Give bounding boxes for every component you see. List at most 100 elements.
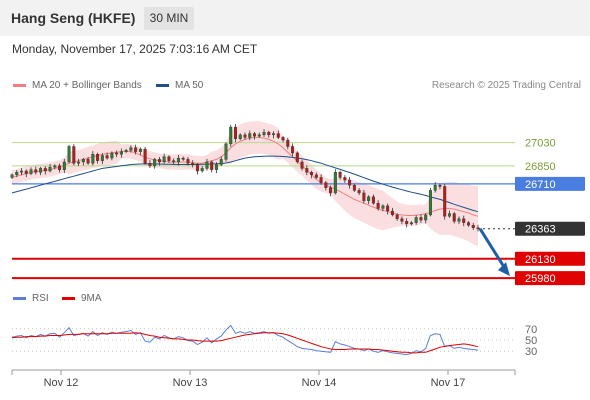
candle-body bbox=[338, 172, 342, 178]
candle-body bbox=[381, 205, 385, 209]
chart-datetime: Monday, November 17, 2025 7:03:16 AM CET bbox=[12, 42, 258, 56]
candle-body bbox=[24, 170, 28, 174]
rsi-line bbox=[11, 324, 479, 356]
candle-body bbox=[324, 182, 328, 188]
candle-body bbox=[243, 134, 247, 138]
candle-body bbox=[348, 179, 352, 186]
candle-body bbox=[58, 165, 62, 170]
level-tag-26710 bbox=[515, 176, 585, 191]
candle-body bbox=[29, 169, 33, 174]
candle-body bbox=[181, 157, 185, 160]
candle-body bbox=[81, 159, 85, 163]
candle-body bbox=[300, 161, 304, 169]
candle-body bbox=[272, 133, 276, 136]
header-bar: Hang Seng (HKFE) 30 MIN bbox=[0, 0, 590, 36]
candle-body bbox=[319, 177, 323, 183]
candle-body bbox=[286, 139, 290, 147]
candle-body bbox=[224, 143, 228, 160]
candle-body bbox=[195, 164, 199, 172]
candle-body bbox=[466, 222, 470, 226]
legend-ma50-swatch bbox=[156, 83, 169, 87]
candle-body bbox=[352, 184, 356, 191]
candle-body bbox=[115, 152, 119, 155]
candle-body bbox=[162, 156, 166, 163]
candle-body bbox=[414, 217, 418, 223]
legend-rsi-ma-label: 9MA bbox=[81, 293, 102, 304]
level-label-27030: 27030 bbox=[525, 138, 556, 150]
rsi-level-label-50: 50 bbox=[525, 335, 537, 347]
candle-body bbox=[400, 218, 404, 222]
rsi-level-label-70: 70 bbox=[525, 324, 537, 336]
candle-body bbox=[148, 163, 152, 167]
level-label-26850: 26850 bbox=[525, 161, 556, 173]
level-tag-26130 bbox=[515, 251, 585, 266]
candle-body bbox=[186, 159, 190, 164]
candle-body bbox=[15, 172, 19, 176]
candle-body bbox=[457, 218, 461, 222]
time-tick-label: Nov 13 bbox=[173, 377, 208, 389]
timeframe-button[interactable]: 30 MIN bbox=[144, 7, 194, 30]
candle-body bbox=[219, 159, 223, 165]
candle-body bbox=[10, 174, 14, 178]
candle-body bbox=[129, 147, 133, 151]
candle-body bbox=[362, 192, 366, 201]
candle-body bbox=[476, 227, 480, 229]
candle-body bbox=[310, 172, 314, 176]
candle-body bbox=[295, 152, 299, 163]
candle-body bbox=[238, 134, 242, 139]
candle-body bbox=[253, 133, 257, 137]
candle-body bbox=[371, 196, 375, 204]
level-tag-26363 bbox=[515, 221, 585, 236]
candle-body bbox=[419, 217, 423, 221]
legend-rsi-ma-swatch bbox=[62, 296, 75, 300]
level-label-26130: 26130 bbox=[525, 254, 556, 266]
level-label-26710: 26710 bbox=[525, 179, 556, 191]
bollinger-band-layer bbox=[12, 121, 478, 247]
candle-body bbox=[72, 146, 76, 164]
research-credit: Research © 2025 Trading Central bbox=[431, 80, 581, 91]
candle-body bbox=[67, 146, 71, 163]
candle-body bbox=[409, 222, 413, 225]
level-label-26363: 26363 bbox=[525, 224, 556, 236]
candle-body bbox=[248, 133, 252, 138]
candle-body bbox=[176, 157, 180, 163]
price-level-layer bbox=[12, 142, 515, 280]
candle-body bbox=[357, 190, 361, 194]
candle-body bbox=[443, 186, 447, 217]
candle-body bbox=[77, 161, 81, 164]
candle-body bbox=[86, 159, 90, 164]
candle-body bbox=[172, 160, 176, 163]
candle-body bbox=[462, 218, 466, 223]
candle-body bbox=[48, 166, 52, 172]
candle-body bbox=[233, 126, 237, 139]
candle-body bbox=[157, 159, 161, 163]
legend-rsi-ma: 9MA bbox=[62, 293, 102, 304]
time-axis: Nov 12 Nov 13 Nov 14 Nov 17 bbox=[11, 369, 516, 389]
candle-body bbox=[305, 168, 309, 173]
candle-body bbox=[153, 159, 157, 167]
candle-body bbox=[39, 168, 43, 173]
candle-body bbox=[452, 213, 456, 222]
candle-body bbox=[405, 221, 409, 225]
candle-body bbox=[214, 164, 218, 170]
projection-arrow-shaft bbox=[478, 227, 508, 271]
level-label-25980: 25980 bbox=[525, 273, 556, 285]
candle-body bbox=[100, 155, 104, 161]
instrument-title: Hang Seng (HKFE) bbox=[11, 10, 136, 26]
level-tag-25980 bbox=[515, 271, 585, 286]
candle-body bbox=[205, 161, 209, 169]
legend-ma50: MA 50 bbox=[156, 80, 203, 91]
candle-body bbox=[433, 184, 437, 191]
candle-body bbox=[167, 156, 171, 161]
projection-arrow-head bbox=[498, 262, 510, 277]
candle-body bbox=[424, 214, 428, 221]
time-tick-label: Nov 17 bbox=[431, 377, 466, 389]
candle-body bbox=[91, 154, 95, 164]
candle-body bbox=[267, 132, 271, 136]
candle-body bbox=[333, 172, 337, 194]
candle-body bbox=[210, 161, 214, 170]
candle-body bbox=[281, 137, 285, 141]
price-label-layer: 27030 26850 26710 26363 26130 25980 bbox=[478, 138, 585, 286]
legend-rsi-swatch bbox=[13, 296, 26, 300]
